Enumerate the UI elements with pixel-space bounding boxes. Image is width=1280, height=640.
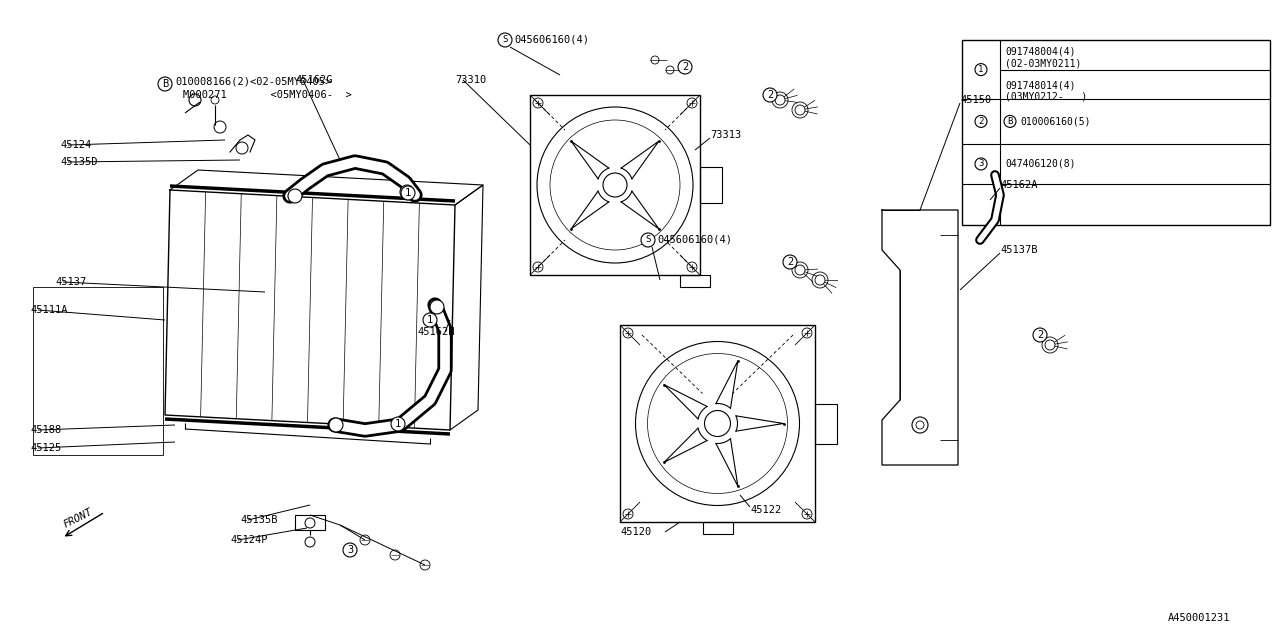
Circle shape <box>975 158 987 170</box>
Text: 2: 2 <box>787 257 794 267</box>
Circle shape <box>401 186 415 200</box>
Circle shape <box>422 313 436 327</box>
Text: 3: 3 <box>978 159 984 168</box>
Text: 047406120(8): 047406120(8) <box>1005 159 1075 169</box>
Circle shape <box>911 417 928 433</box>
Text: 2: 2 <box>767 90 773 100</box>
Circle shape <box>678 60 692 74</box>
Circle shape <box>1033 328 1047 342</box>
Circle shape <box>157 77 172 91</box>
Text: 3: 3 <box>347 545 353 555</box>
Bar <box>963 40 1270 225</box>
Text: 45162G: 45162G <box>294 75 333 85</box>
Text: 45135D: 45135D <box>60 157 97 167</box>
Bar <box>703 522 732 534</box>
Text: 45137: 45137 <box>55 277 86 287</box>
Circle shape <box>975 63 987 76</box>
Circle shape <box>498 33 512 47</box>
Bar <box>294 515 325 530</box>
Bar <box>33 287 163 455</box>
Bar <box>680 275 710 287</box>
Text: 73313: 73313 <box>710 130 741 140</box>
Text: 2: 2 <box>978 117 984 126</box>
Circle shape <box>763 88 777 102</box>
Text: 010008166(2)<02-05MY0405>: 010008166(2)<02-05MY0405> <box>175 77 332 87</box>
Text: 45111A: 45111A <box>29 305 68 315</box>
Bar <box>620 325 815 522</box>
Text: 45162A: 45162A <box>1000 180 1038 190</box>
Text: B: B <box>161 79 168 89</box>
Text: (02-03MY0211): (02-03MY0211) <box>1005 59 1082 69</box>
Circle shape <box>329 418 343 432</box>
Circle shape <box>975 115 987 127</box>
Circle shape <box>916 421 924 429</box>
Text: 45162H: 45162H <box>417 327 454 337</box>
Text: 45124P: 45124P <box>230 535 268 545</box>
Text: 45124: 45124 <box>60 140 91 150</box>
Circle shape <box>783 255 797 269</box>
Text: 45137B: 45137B <box>1000 245 1038 255</box>
Circle shape <box>603 173 627 197</box>
Text: FRONT: FRONT <box>61 507 95 530</box>
Bar <box>815 403 837 444</box>
Text: 1: 1 <box>426 315 433 325</box>
Text: S: S <box>502 35 508 45</box>
Text: 45150: 45150 <box>960 95 991 105</box>
Text: 45120: 45120 <box>620 527 652 537</box>
Text: 091748004(4): 091748004(4) <box>1005 47 1075 57</box>
Text: 045606160(4): 045606160(4) <box>657 235 732 245</box>
Text: 091748014(4): 091748014(4) <box>1005 80 1075 90</box>
Text: 1: 1 <box>394 419 401 429</box>
Circle shape <box>399 185 413 199</box>
Text: 045606160(4): 045606160(4) <box>515 35 589 45</box>
Circle shape <box>704 410 731 436</box>
Text: 2: 2 <box>682 62 689 72</box>
Circle shape <box>430 300 444 314</box>
Circle shape <box>390 417 404 431</box>
Circle shape <box>288 189 302 203</box>
Text: 45125: 45125 <box>29 443 61 453</box>
Text: S: S <box>645 236 650 244</box>
Text: 45122: 45122 <box>750 505 781 515</box>
Text: B: B <box>1007 117 1012 126</box>
Text: A450001231: A450001231 <box>1167 613 1230 623</box>
Text: 45188: 45188 <box>29 425 61 435</box>
Text: 2: 2 <box>1037 330 1043 340</box>
Text: (03MY0212-   ): (03MY0212- ) <box>1005 92 1087 101</box>
Circle shape <box>343 543 357 557</box>
Circle shape <box>641 233 655 247</box>
Text: 73310: 73310 <box>454 75 486 85</box>
Text: M000271       <05MY0406-  >: M000271 <05MY0406- > <box>183 90 352 100</box>
Text: 45135B: 45135B <box>241 515 278 525</box>
Circle shape <box>1004 115 1016 127</box>
Bar <box>530 95 700 275</box>
Text: 1: 1 <box>404 188 411 198</box>
Text: 1: 1 <box>978 65 984 74</box>
Text: 010006160(5): 010006160(5) <box>1020 116 1091 127</box>
Bar <box>700 167 722 203</box>
